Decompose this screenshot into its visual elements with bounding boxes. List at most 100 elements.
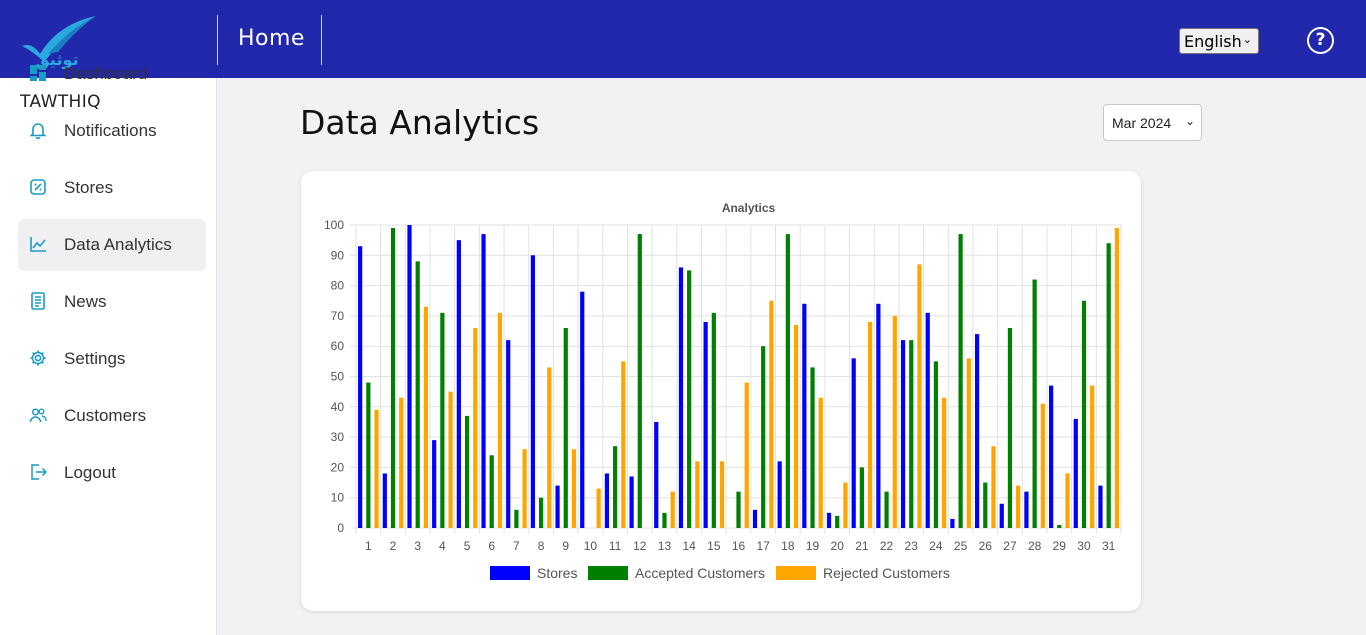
- sidebar-item-label: Settings: [64, 349, 126, 368]
- bar-stores: [851, 358, 856, 528]
- x-tick-label: 20: [831, 539, 845, 553]
- bar-stores: [580, 291, 585, 528]
- x-tick-label: 8: [538, 539, 545, 553]
- users-icon: [29, 406, 47, 424]
- sidebar-item-label: Customers: [64, 406, 147, 425]
- dashboard-icon: [29, 64, 47, 82]
- sidebar-item-settings[interactable]: Settings: [18, 333, 206, 385]
- bar-rejected-customers: [942, 397, 947, 528]
- x-tick-label: 19: [806, 539, 820, 553]
- bar-stores: [777, 461, 782, 528]
- brand-name: TAWTHIQ: [20, 92, 101, 112]
- bar-rejected-customers: [695, 461, 700, 528]
- x-tick-label: 15: [707, 539, 721, 553]
- gear-icon: [29, 349, 47, 367]
- bar-stores: [900, 340, 906, 528]
- bar-accepted-customers: [761, 346, 766, 528]
- bar-stores: [802, 303, 807, 528]
- sidebar-item-dashboard[interactable]: Dashboard: [18, 48, 206, 100]
- bar-stores: [382, 473, 387, 528]
- y-tick-label: 100: [324, 218, 344, 232]
- x-tick-label: 27: [1003, 539, 1017, 553]
- bar-accepted-customers: [736, 491, 741, 528]
- bar-stores: [456, 240, 461, 528]
- bar-stores: [974, 334, 980, 528]
- bar-rejected-customers: [1016, 485, 1021, 528]
- bar-rejected-customers: [596, 488, 601, 528]
- x-tick-label: 24: [929, 539, 943, 553]
- bar-stores: [1073, 418, 1078, 528]
- page-header-title: Home: [238, 26, 305, 51]
- x-tick-label: 29: [1053, 539, 1067, 553]
- bar-accepted-customers: [415, 261, 420, 528]
- sidebar-item-label: Data Analytics: [64, 235, 172, 254]
- bar-accepted-customers: [835, 515, 840, 528]
- bar-stores: [358, 246, 363, 528]
- sidebar-item-data-analytics[interactable]: Data Analytics: [18, 219, 206, 271]
- x-tick-label: 16: [732, 539, 746, 553]
- bar-accepted-customers: [1057, 524, 1062, 528]
- bar-rejected-customers: [966, 358, 971, 528]
- bar-accepted-customers: [366, 382, 371, 528]
- legend-label: Accepted Customers: [635, 565, 765, 581]
- bar-rejected-customers: [719, 461, 725, 528]
- x-tick-label: 21: [855, 539, 869, 553]
- x-tick-label: 22: [880, 539, 894, 553]
- x-tick-label: 17: [756, 539, 770, 553]
- bar-rejected-customers: [793, 324, 799, 528]
- bar-accepted-customers: [785, 234, 790, 528]
- bar-stores: [407, 225, 412, 528]
- help-icon[interactable]: ?: [1307, 27, 1334, 54]
- bar-rejected-customers: [843, 482, 848, 528]
- bar-accepted-customers: [1081, 300, 1087, 528]
- top-bar: توثيق Home English ⌄ ?: [0, 0, 1366, 78]
- page-title: Data Analytics: [300, 103, 540, 142]
- bar-stores: [925, 312, 930, 528]
- bar-stores: [506, 340, 511, 528]
- language-select[interactable]: English ⌄: [1179, 28, 1259, 54]
- sidebar-item-label: Notifications: [64, 121, 157, 140]
- sidebar-item-label: Stores: [64, 178, 114, 197]
- month-value: Mar 2024: [1112, 115, 1172, 131]
- sidebar-item-notifications[interactable]: Notifications: [18, 105, 206, 157]
- logout-icon: [29, 463, 48, 481]
- bar-stores: [1024, 491, 1029, 528]
- sidebar-item-label: News: [64, 292, 107, 311]
- y-tick-label: 30: [331, 430, 345, 444]
- bar-stores: [1049, 385, 1054, 528]
- y-tick-label: 0: [337, 521, 344, 535]
- bar-stores: [999, 503, 1004, 528]
- x-tick-label: 30: [1077, 539, 1091, 553]
- tawthiq-logo[interactable]: توثيق: [18, 12, 100, 74]
- news-icon: [29, 292, 47, 310]
- y-tick-label: 10: [331, 491, 345, 505]
- bar-rejected-customers: [1090, 385, 1095, 528]
- sidebar-item-stores[interactable]: Stores: [18, 162, 206, 214]
- y-tick-label: 50: [331, 370, 345, 384]
- y-tick-label: 60: [331, 339, 345, 353]
- month-select[interactable]: Mar 2024 ⌄: [1103, 104, 1202, 141]
- bar-stores: [481, 234, 486, 528]
- bar-rejected-customers: [423, 306, 428, 528]
- bar-rejected-customers: [473, 328, 478, 528]
- bar-rejected-customers: [1040, 403, 1045, 528]
- sidebar-item-news[interactable]: News: [18, 276, 206, 328]
- bar-accepted-customers: [687, 270, 692, 528]
- bar-rejected-customers: [867, 321, 873, 528]
- sidebar: TAWTHIQ Dashboard Notifications Stores Data…: [0, 64, 217, 635]
- legend-swatch: [588, 566, 628, 580]
- analytics-card: Analytics 0 10 20 30 40 50 60 70 80 90 100 1 2 3 4 5 6 7 8 9…: [301, 171, 1141, 611]
- bar-rejected-customers: [621, 361, 626, 528]
- sidebar-item-label: Logout: [64, 463, 116, 482]
- x-tick-label: 6: [488, 539, 495, 553]
- logo-text: توثيق: [35, 50, 79, 69]
- y-tick-label: 70: [331, 309, 345, 323]
- bar-stores: [654, 421, 659, 528]
- sidebar-item-logout[interactable]: Logout: [18, 447, 206, 499]
- y-tick-label: 80: [331, 279, 345, 293]
- bar-stores: [950, 518, 955, 528]
- bar-stores: [826, 512, 832, 528]
- bar-stores: [678, 267, 684, 528]
- bar-rejected-customers: [744, 382, 749, 528]
- sidebar-item-customers[interactable]: Customers: [18, 390, 206, 442]
